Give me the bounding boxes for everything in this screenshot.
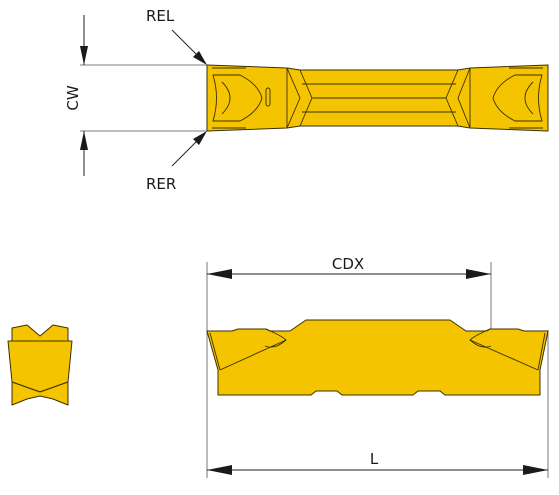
rer-label: RER [146,175,176,193]
cdx-label: CDX [332,255,364,273]
l-label: L [370,450,379,468]
right-pocket-inner-2 [509,67,543,129]
right-rake-curve [469,328,492,348]
left-pocket-outline [212,74,263,122]
left-slot [265,87,271,107]
cw-arrow-top [80,46,88,65]
cw-arrow-bottom [80,131,88,150]
right-pocket-outline [492,74,543,122]
cdx-arrow-right [466,269,491,279]
l-arrow-right [523,465,548,475]
left-rake-line-1 [209,332,221,371]
right-rake-line-2 [469,339,539,371]
end-view-upper [11,324,69,342]
right-pocket-inner [524,81,534,115]
rer-arrow [193,131,207,145]
cdx-arrow-left [207,269,232,279]
end-view [7,324,73,406]
left-taper [286,67,301,129]
rel-label: REL [146,7,175,25]
left-rake-curve [264,328,287,348]
left-rake-line-2 [219,339,287,371]
left-pocket-inner-2 [212,67,246,129]
l-arrow-left [207,465,232,475]
right-rake-line-1 [537,332,546,371]
end-view-lower [11,381,69,406]
right-taper [457,67,471,129]
rel-arrow [193,51,207,65]
left-pocket-inner [221,81,231,115]
cw-label: CW [64,85,82,110]
top-view: CW REL RER [64,7,549,193]
insert-side-body [206,319,549,396]
side-view: CDX L [206,255,549,478]
